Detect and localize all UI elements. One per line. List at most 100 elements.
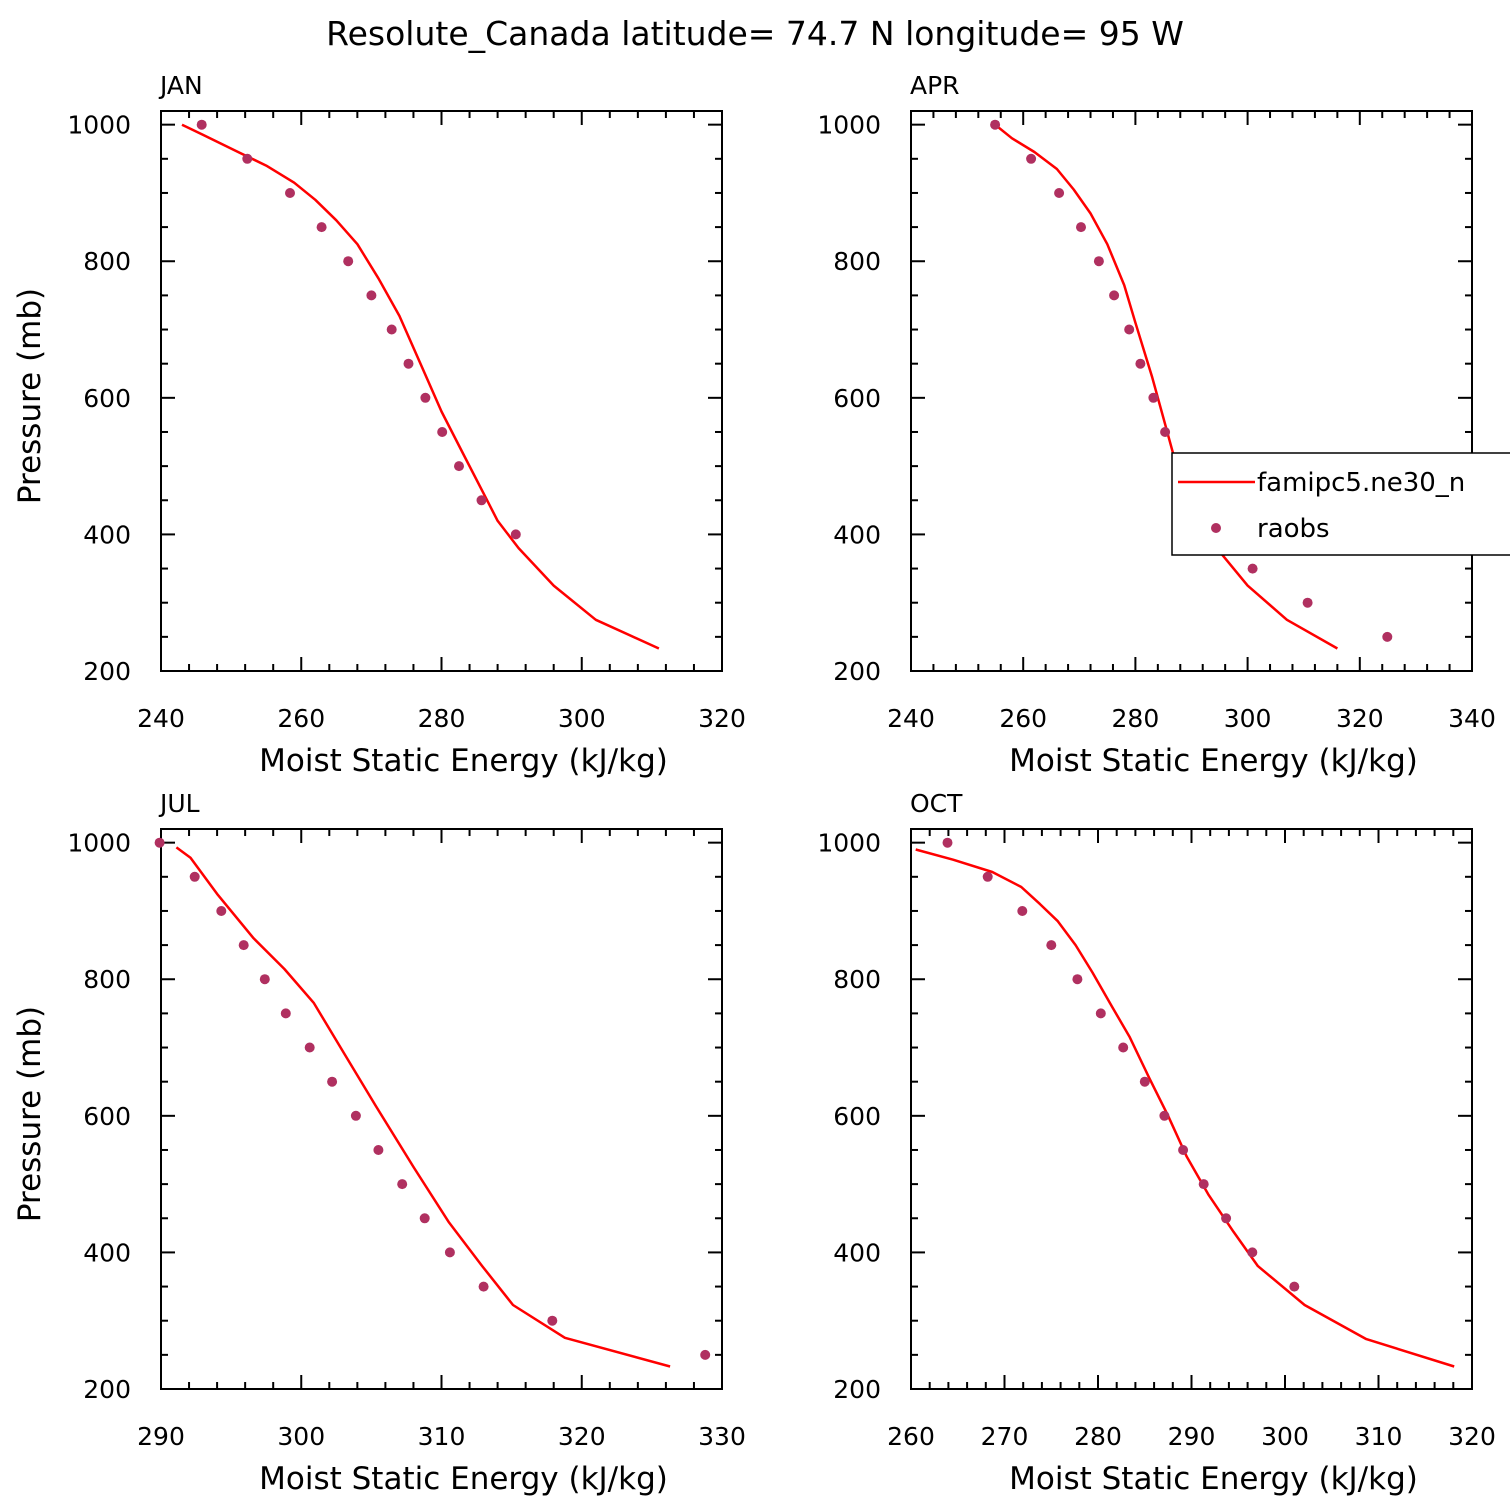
raobs-point [700, 1349, 711, 1360]
x-tick-label: 270 [981, 1422, 1029, 1451]
raobs-point [1382, 631, 1393, 642]
y-tick-label: 400 [833, 1238, 881, 1267]
chart-panel-jan: JAN 240 260 280 300 320 200 400 600 800 1000 Moist … [12, 71, 746, 779]
series-line-model [181, 123, 660, 650]
panel-label: APR [910, 71, 960, 100]
y-tick-label: 800 [83, 965, 131, 994]
x-tick-label: 260 [999, 704, 1047, 733]
raobs-point [304, 1042, 315, 1053]
x-tick-label: 340 [1448, 704, 1496, 733]
raobs-point [454, 461, 464, 472]
raobs-point [154, 837, 165, 848]
legend-label-model: famipc5.ne30_n [1257, 468, 1465, 498]
raobs-point [343, 256, 354, 267]
x-axis-label: Moist Static Energy (kJ/kg) [1009, 1461, 1418, 1497]
raobs-point [1017, 906, 1028, 916]
raobs-point [476, 495, 487, 506]
legend-marker-swatch [1211, 523, 1221, 533]
chart-panel-jul: JUL 290 300 310 320 330 200 400 600 800 1000 Moist … [12, 789, 746, 1497]
raobs-point [238, 940, 249, 951]
series-line-model [994, 123, 1339, 650]
raobs-point [189, 871, 200, 882]
figure-title: Resolute_Canada latitude= 74.7 N longitu… [326, 14, 1184, 53]
x-tick-label: 240 [137, 704, 185, 733]
legend: famipc5.ne30_n raobs [1171, 452, 1510, 556]
plot-frame [160, 110, 723, 672]
y-tick-label: 1000 [67, 829, 131, 858]
y-tick-label: 1000 [67, 111, 131, 140]
y-tick-label: 800 [833, 247, 881, 276]
raobs-point [1054, 188, 1065, 198]
y-tick-label: 200 [83, 1375, 131, 1404]
raobs-point [1093, 256, 1104, 267]
raobs-point [373, 1145, 384, 1155]
raobs-point [1046, 940, 1057, 951]
y-tick-label: 1000 [817, 829, 881, 858]
x-tick-label: 260 [887, 1422, 935, 1451]
y-tick-label: 200 [833, 1375, 881, 1404]
y-tick-label: 200 [83, 657, 131, 686]
raobs-point [1109, 290, 1120, 301]
raobs-point [403, 358, 414, 369]
raobs-point [1289, 1281, 1300, 1292]
x-tick-label: 290 [137, 1422, 185, 1451]
x-tick-label: 300 [558, 704, 606, 733]
x-tick-label: 290 [1168, 1422, 1216, 1451]
raobs-point [982, 871, 993, 882]
raobs-point [444, 1247, 455, 1258]
y-tick-label: 800 [833, 965, 881, 994]
legend-label-raobs: raobs [1257, 514, 1330, 544]
raobs-point [316, 222, 327, 233]
raobs-point [1198, 1179, 1209, 1190]
panel-label: OCT [910, 789, 963, 818]
panel-label: JUL [158, 789, 200, 818]
raobs-point [386, 324, 397, 335]
y-tick-label: 800 [83, 247, 131, 276]
x-axis-label: Moist Static Energy (kJ/kg) [259, 743, 668, 779]
raobs-point [242, 153, 253, 164]
raobs-point [1118, 1042, 1129, 1053]
raobs-point [1076, 222, 1086, 233]
raobs-point [437, 427, 448, 437]
raobs-point [420, 392, 431, 403]
raobs-point [1124, 324, 1135, 335]
x-axis-label: Moist Static Energy (kJ/kg) [259, 1461, 668, 1497]
y-axis-label: Pressure (mb) [12, 1006, 48, 1222]
raobs-point [419, 1213, 430, 1224]
raobs-point [216, 906, 227, 916]
y-tick-label: 600 [83, 1102, 131, 1131]
x-tick-label: 320 [1448, 1422, 1496, 1451]
y-tick-label: 600 [833, 1102, 881, 1131]
x-tick-label: 280 [1112, 704, 1160, 733]
chart-panel-oct: OCT 260 270 280 290 300 310 320 200 400 600 800 1000… [817, 789, 1495, 1497]
raobs-point [350, 1110, 361, 1121]
plot-frame [910, 828, 1473, 1390]
x-tick-label: 320 [698, 704, 746, 733]
raobs-point [1026, 153, 1037, 164]
panel-label: JAN [158, 71, 203, 100]
y-tick-label: 400 [83, 520, 131, 549]
x-tick-label: 320 [558, 1422, 606, 1451]
raobs-point [1135, 358, 1146, 369]
raobs-point [1178, 1145, 1189, 1155]
x-axis-label: Moist Static Energy (kJ/kg) [1009, 743, 1418, 779]
raobs-point [1072, 974, 1083, 985]
x-tick-label: 330 [698, 1422, 746, 1451]
plot-frame [910, 110, 1473, 672]
raobs-point [259, 974, 270, 985]
raobs-point [547, 1315, 558, 1326]
x-tick-label: 240 [887, 704, 935, 733]
raobs-point [1160, 427, 1171, 437]
chart-panel-apr: APR 240 260 280 300 320 340 200 400 600 800 1000 Moi… [817, 71, 1495, 779]
raobs-point [366, 290, 377, 301]
y-tick-label: 600 [83, 384, 131, 413]
raobs-point [510, 529, 521, 540]
y-tick-label: 400 [83, 1238, 131, 1267]
raobs-point [327, 1076, 338, 1087]
plot-frame [160, 828, 723, 1390]
raobs-point [1247, 1247, 1258, 1258]
y-tick-label: 400 [833, 520, 881, 549]
legend-box [1171, 452, 1510, 556]
raobs-point [1095, 1008, 1106, 1019]
